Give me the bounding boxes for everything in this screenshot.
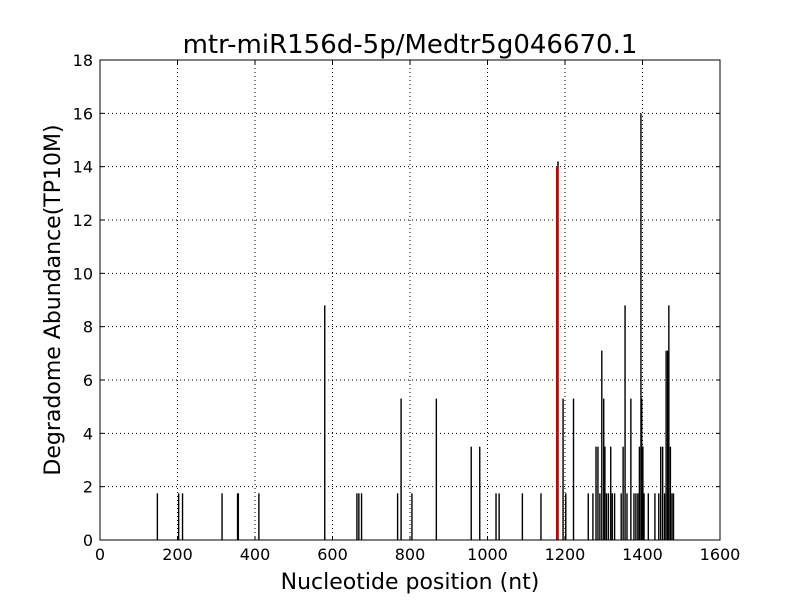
x-tick-label: 1200 [545,545,586,564]
y-tick-label: 2 [83,478,93,497]
x-tick-label: 800 [395,545,426,564]
chart-title: mtr-miR156d-5p/Medtr5g046670.1 [183,30,638,60]
x-tick-label: 1600 [700,545,741,564]
y-tick-label: 10 [73,264,93,283]
y-tick-label: 4 [83,424,93,443]
x-tick-label: 1000 [467,545,508,564]
y-tick-label: 0 [83,531,93,550]
y-axis-title: Degradome Abundance(TP10M) [41,124,66,475]
y-tick-label: 14 [73,158,93,177]
grid [100,60,720,540]
data-bars [156,113,675,540]
x-tick-label: 1400 [622,545,663,564]
x-tick-label: 400 [240,545,271,564]
x-tick-label: 200 [162,545,193,564]
y-axis-ticks: 0 2 4 6 8 10 12 14 16 18 [73,51,720,550]
y-tick-label: 12 [73,211,93,230]
x-tick-label: 600 [317,545,348,564]
y-tick-label: 8 [83,318,93,337]
y-tick-label: 18 [73,51,93,70]
x-tick-label: 0 [95,545,105,564]
x-axis-title: Nucleotide position (nt) [281,570,540,595]
y-tick-label: 16 [73,104,93,123]
x-axis-ticks: 0 200 400 600 800 1000 1200 1400 1600 [95,60,740,564]
y-tick-label: 6 [83,371,93,390]
